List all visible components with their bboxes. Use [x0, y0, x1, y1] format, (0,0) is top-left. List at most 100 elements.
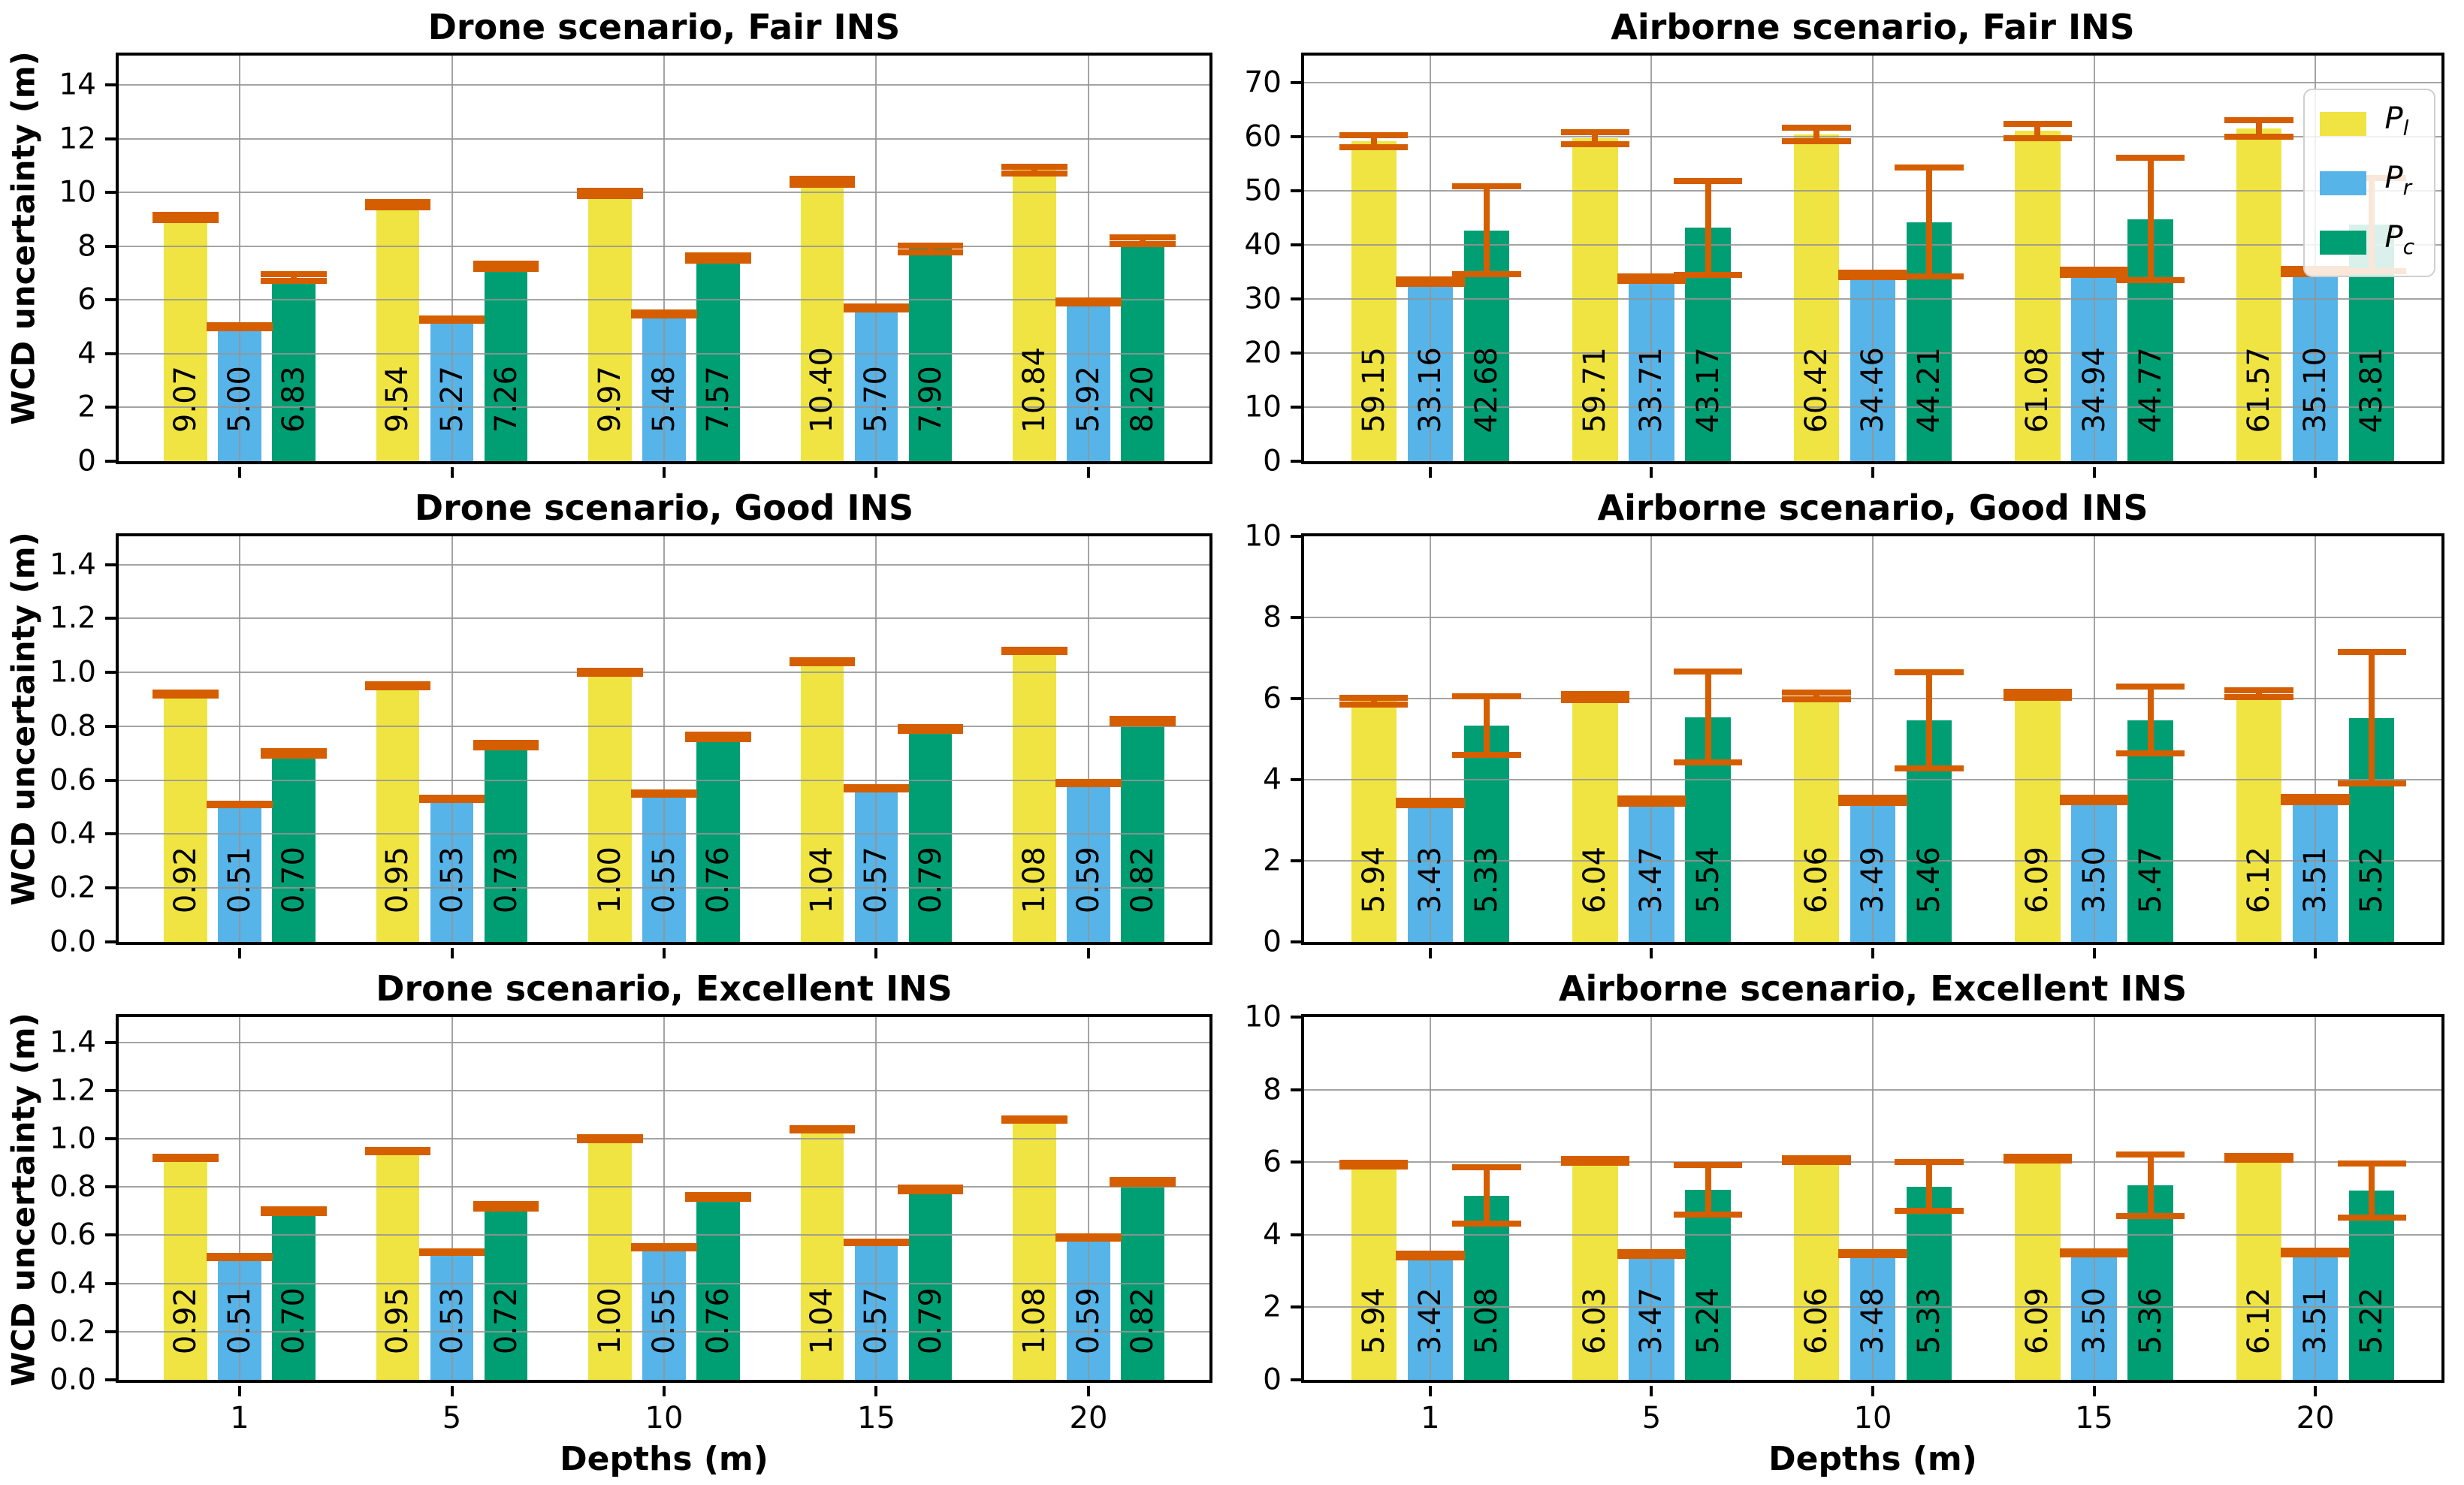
- error-bar-cap-bottom: [364, 1148, 431, 1155]
- error-bar-cap-bottom: [2224, 133, 2293, 140]
- error-bar-cap-top: [2281, 794, 2350, 801]
- error-bar-cap-bottom: [1339, 1163, 1409, 1170]
- plot-area: 0 2 4 6 8 10 5.94 6.04 6.06 6.09 6.12 3.43 3.47 3.49 3…: [1244, 520, 2444, 959]
- error-bar-cap-bottom: [1617, 800, 1686, 807]
- error-bar-cap-bottom: [2281, 798, 2350, 805]
- error-bar-cap-top: [1339, 1159, 1409, 1166]
- y-tick-mark: [1291, 778, 1301, 781]
- error-bar-cap-bottom: [152, 692, 219, 699]
- y-tick-mark: [105, 617, 116, 620]
- bar-pl-depth-1: [164, 217, 207, 461]
- gridline-vertical: [1429, 1017, 1431, 1380]
- y-tick-label: 0.6: [49, 1218, 96, 1252]
- error-bar-cap-bottom: [1339, 144, 1409, 151]
- error-bar-cap-bottom: [1895, 765, 1964, 771]
- gridline-vertical: [1087, 1017, 1089, 1380]
- bar-pl-depth-1: [1351, 1164, 1397, 1380]
- error-bar-cap-top: [261, 271, 327, 278]
- gridline-vertical: [663, 536, 665, 942]
- legend-swatch-pr: [2320, 171, 2367, 195]
- bar-value-label: 5.52: [2354, 847, 2390, 914]
- error-bar-cap-bottom: [1560, 141, 1629, 148]
- error-bar-cap-bottom: [1560, 1160, 1629, 1167]
- bar-pl-depth-15: [800, 1129, 844, 1380]
- bar-value-label: 43.81: [2354, 346, 2390, 433]
- bar-value-label: 0.55: [647, 1287, 681, 1355]
- bar-value-label: 5.22: [2354, 1287, 2390, 1355]
- error-bar-cap-top: [2116, 155, 2185, 161]
- gridline-vertical: [875, 56, 877, 461]
- error-bar-line: [1926, 167, 1933, 277]
- error-bar-cap-top: [843, 303, 910, 310]
- error-bar-cap-top: [2059, 1248, 2129, 1254]
- bar-value-label: 0.51: [222, 847, 258, 914]
- error-bar-cap-bottom: [1617, 278, 1686, 285]
- bar-pc-depth-1: [1463, 726, 1510, 942]
- bar-value-label: 0.73: [488, 847, 524, 914]
- bar-pl-depth-15: [2015, 131, 2061, 461]
- y-tick-mark: [1291, 1305, 1301, 1309]
- error-bar-cap-bottom: [2116, 1213, 2185, 1220]
- error-bar-cap-top: [1110, 234, 1176, 241]
- x-tick-mark: [1871, 467, 1874, 478]
- error-bar-cap-bottom: [364, 684, 431, 690]
- bar-value-label: 33.71: [1634, 346, 1669, 433]
- chart-title: Drone scenario, Good INS: [414, 487, 914, 528]
- error-bar-cap-top: [1895, 1159, 1964, 1166]
- bar-value-label: 3.50: [2076, 1287, 2112, 1355]
- error-bar-cap-bottom: [261, 1209, 327, 1216]
- error-bar-line: [2147, 686, 2154, 754]
- bar-pc-depth-20: [1121, 720, 1164, 942]
- x-tick-label: 20: [2296, 1401, 2335, 1435]
- error-bar-cap-top: [1782, 1154, 1851, 1161]
- error-bar-line: [1813, 693, 1819, 700]
- bar-pl-depth-15: [2015, 1158, 2061, 1380]
- error-bar-line: [1592, 693, 1599, 701]
- bar-value-label: 7.26: [488, 366, 524, 433]
- x-tick-mark: [450, 467, 454, 478]
- x-tick-label: 15: [2075, 1401, 2113, 1435]
- y-tick-label: 0.8: [49, 1170, 96, 1204]
- error-bar-line: [1705, 180, 1711, 275]
- y-tick-mark: [105, 137, 116, 140]
- error-bar-cap-bottom: [1673, 271, 1743, 278]
- bar-value-label: 0.55: [647, 847, 681, 914]
- error-bar-cap-bottom: [418, 318, 485, 324]
- bar-pc-depth-1: [272, 753, 316, 942]
- bar-value-label: 35.10: [2298, 346, 2333, 433]
- y-tick-mark: [1291, 406, 1301, 409]
- bar-value-label: 5.47: [2133, 847, 2168, 914]
- chart-title: Airborne scenario, Excellent INS: [1558, 968, 2188, 1009]
- error-bar-line: [1926, 1162, 1933, 1211]
- error-bar-line: [927, 246, 934, 252]
- gridline-vertical: [2093, 536, 2095, 942]
- error-bar-cap-top: [152, 212, 219, 219]
- error-bar-cap-top: [2224, 1153, 2293, 1159]
- error-bar-cap-bottom: [1396, 1254, 1465, 1261]
- bar-pl-depth-15: [800, 661, 844, 942]
- legend-item-pr: Pr: [2320, 163, 2414, 203]
- bar-value-label: 5.33: [1469, 847, 1504, 914]
- error-bar-cap-bottom: [789, 182, 856, 189]
- error-bar-line: [2255, 690, 2262, 697]
- y-tick-label: 6: [77, 282, 96, 317]
- y-tick-mark: [1291, 297, 1301, 300]
- error-bar-cap-top: [685, 252, 751, 258]
- gridline-vertical: [875, 536, 877, 942]
- bar-value-label: 7.57: [701, 366, 736, 433]
- error-bar-cap-bottom: [1110, 241, 1176, 248]
- error-bar-cap-bottom: [418, 1250, 485, 1257]
- error-bar-line: [2369, 1164, 2375, 1218]
- subplot-drone-excellent-ins: Drone scenario, Excellent INS WCD uncert…: [0, 961, 1232, 1485]
- plot-area: 0.0 0.2 0.4 0.6 0.8 1.0 1.2 1.4 1 5 10 15 20 0.92 0.95…: [50, 1014, 1212, 1435]
- bar-pc-depth-10: [1906, 1186, 1952, 1380]
- y-tick-label: 0.2: [49, 871, 96, 905]
- error-bar-cap-bottom: [1782, 138, 1851, 145]
- gridline-vertical: [663, 1017, 665, 1380]
- error-bar-cap-bottom: [1055, 300, 1122, 307]
- y-tick-label: 10: [1244, 1000, 1282, 1034]
- bar-pc-depth-15: [908, 729, 953, 942]
- x-axis-label: Depths (m): [1768, 1440, 1977, 1478]
- x-tick-mark: [663, 1386, 666, 1396]
- y-tick-label: 4: [1263, 1218, 1282, 1252]
